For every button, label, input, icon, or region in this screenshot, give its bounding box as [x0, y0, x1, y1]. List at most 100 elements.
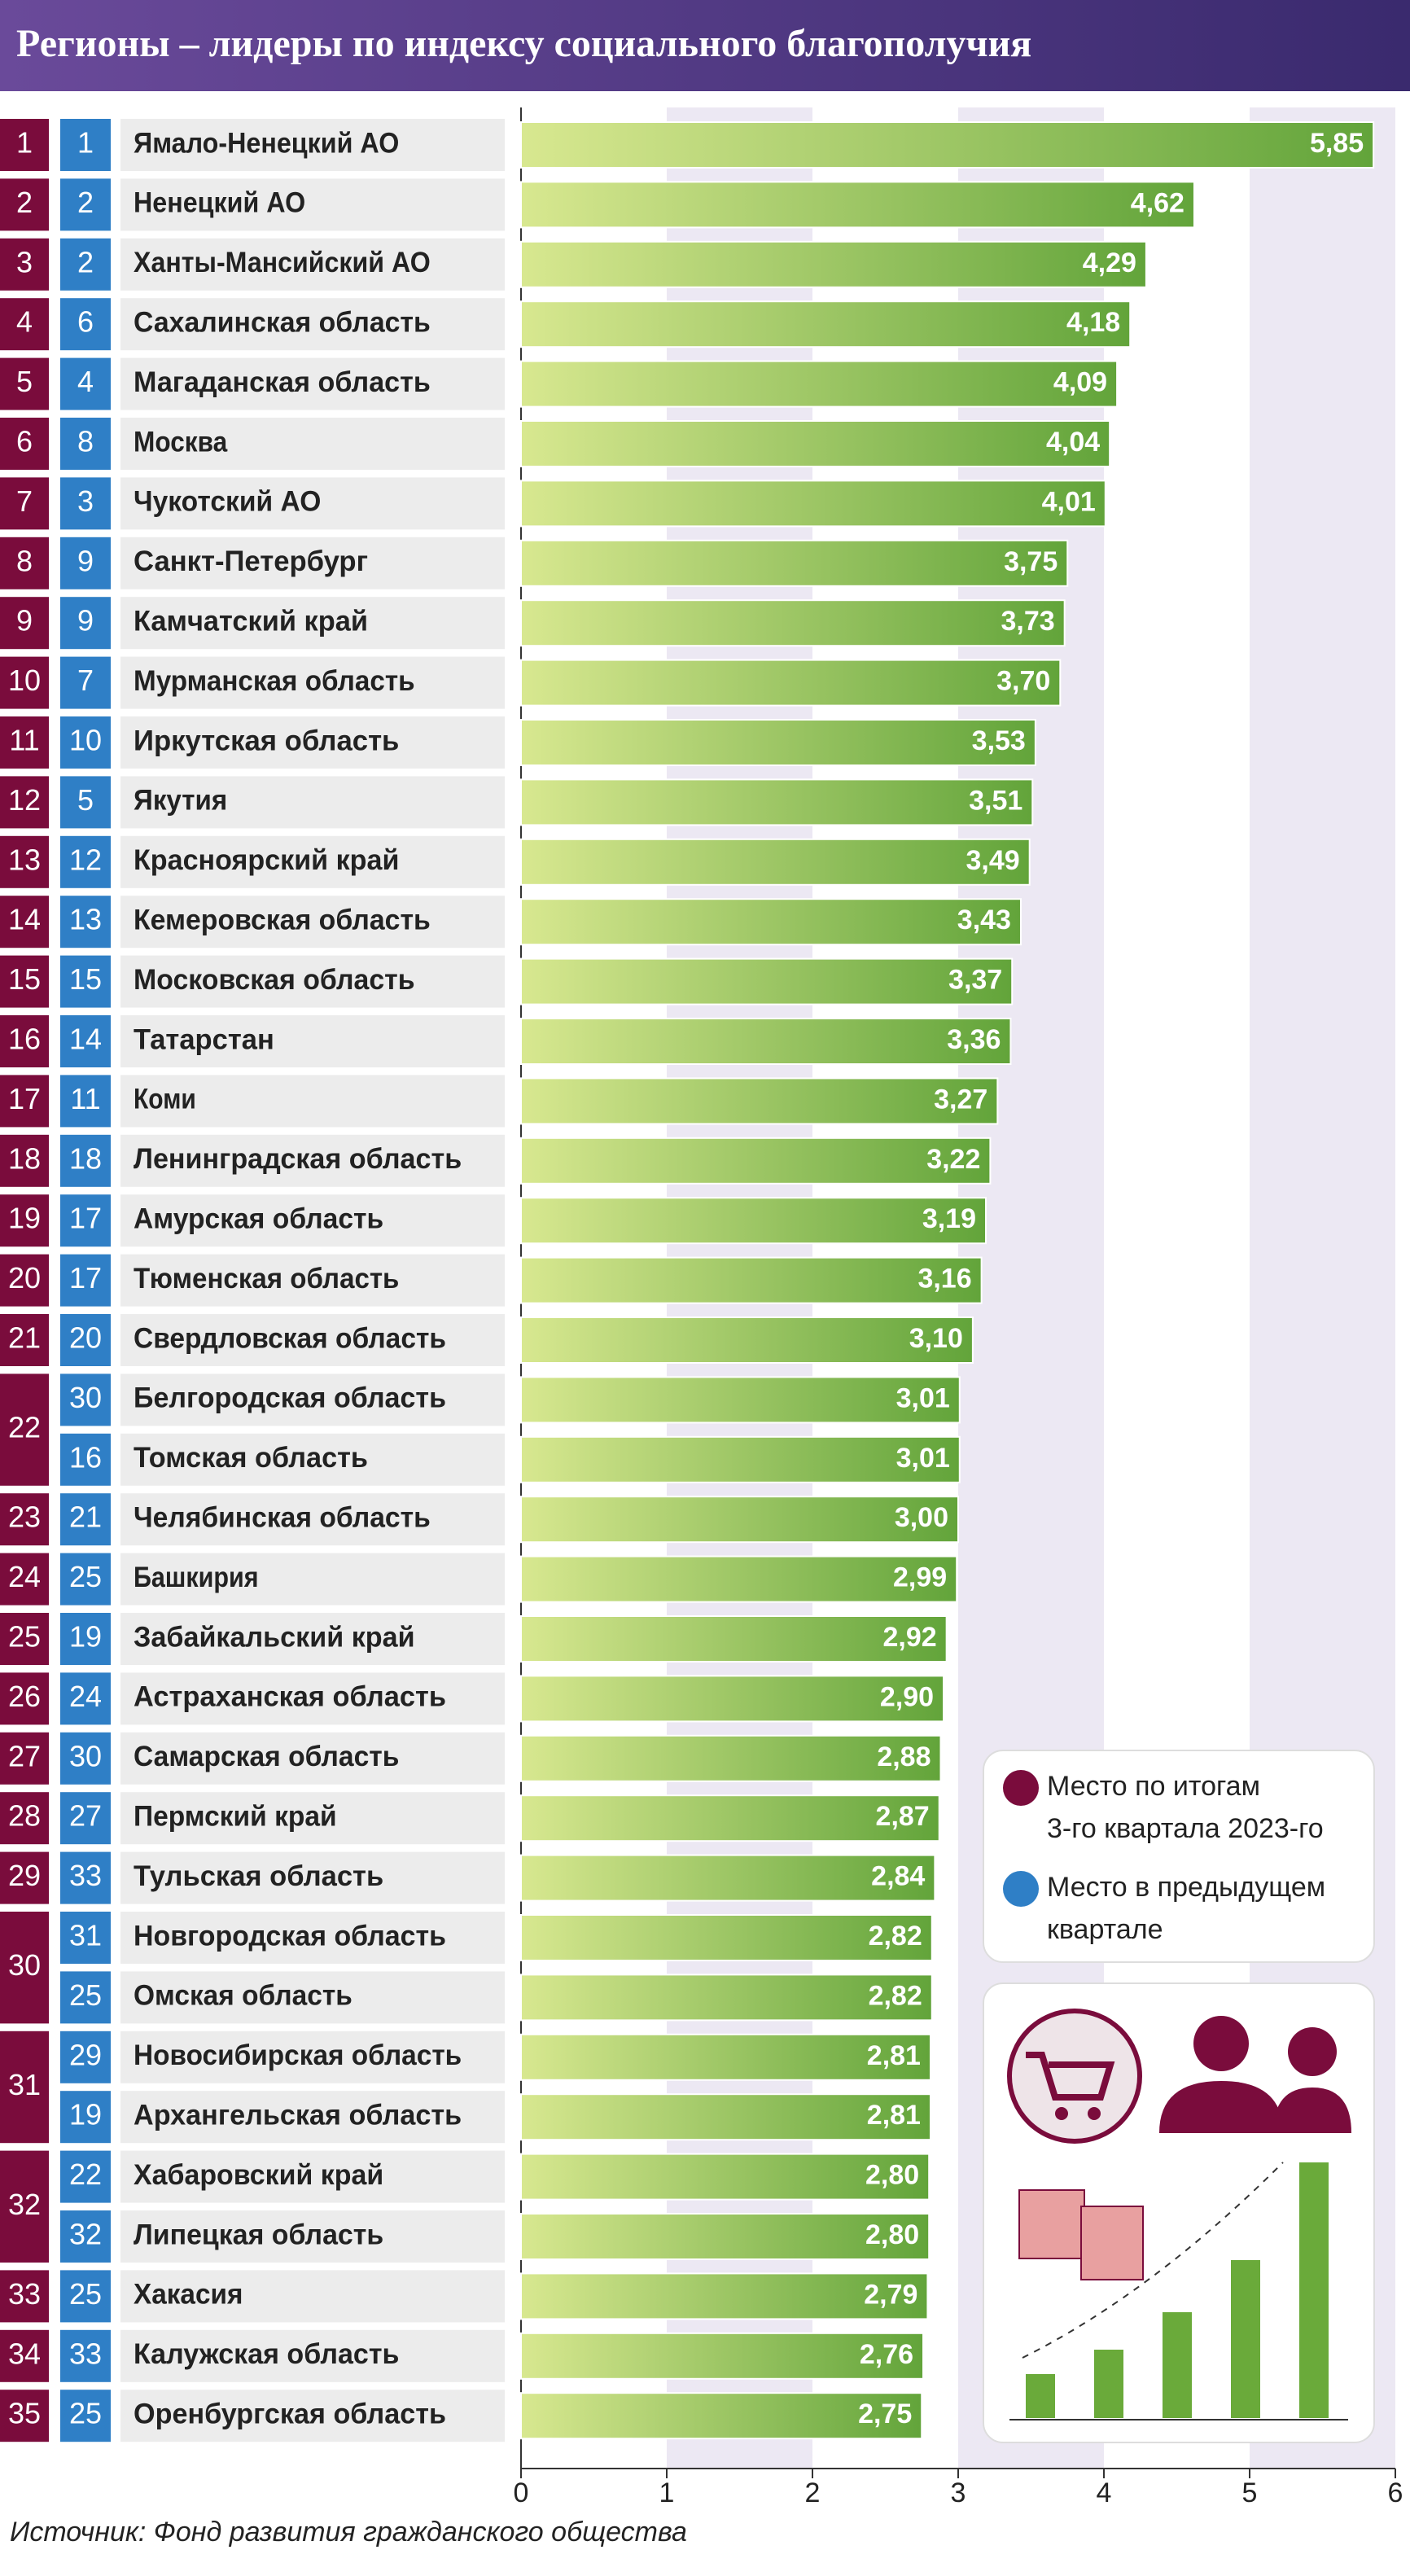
prev-rank: 25 [69, 1560, 102, 1593]
bar [520, 1974, 933, 2022]
value-label: 3,36 [947, 1024, 1001, 1055]
bar [520, 240, 1147, 288]
name-box [120, 2031, 505, 2083]
y-tick-label: Иркутская область [134, 725, 399, 756]
prev-rank-box [60, 1732, 111, 1785]
bar [520, 300, 1132, 348]
value-label: 3,00 [895, 1502, 948, 1533]
name-box [120, 716, 505, 769]
rank-box [0, 2031, 49, 2144]
rank-box [0, 298, 49, 351]
prev-rank: 14 [69, 1023, 102, 1056]
prev-rank-box [60, 597, 111, 650]
value-label: 4,18 [1066, 307, 1120, 338]
y-tick-label: Омская область [134, 1980, 352, 2012]
prev-rank-box [60, 178, 111, 231]
rank-box [0, 1314, 49, 1366]
y-tick-label: Тульская область [134, 1860, 383, 1892]
bar [520, 1376, 961, 1424]
prev-rank: 8 [77, 425, 94, 458]
bar [520, 599, 1066, 647]
rank: 11 [9, 724, 39, 757]
y-tick-label: Забайкальский край [134, 1621, 415, 1653]
rank: 34 [8, 2337, 41, 2370]
prev-rank-box [60, 1493, 111, 1546]
name-box [120, 1433, 505, 1486]
value-label: 3,01 [896, 1382, 950, 1413]
value-label: 3,37 [948, 965, 1002, 996]
prev-rank: 33 [69, 1859, 102, 1892]
prev-rank-box [60, 477, 111, 530]
bar [520, 1914, 933, 1961]
y-tick-label: Калужская область [134, 2338, 399, 2370]
bar [520, 898, 1022, 946]
value-label: 3,27 [934, 1084, 987, 1115]
legend-label: Место в предыдущем [1047, 1872, 1325, 1903]
y-tick-label: Мурманская область [134, 665, 415, 697]
rank-box [0, 835, 49, 888]
prev-rank: 25 [69, 1978, 102, 2012]
y-tick-label: Коми [134, 1084, 196, 1115]
prev-rank-box [60, 1912, 111, 1964]
prev-rank-box [60, 1553, 111, 1606]
value-label: 2,84 [871, 1861, 925, 1892]
prev-rank-box [60, 119, 111, 171]
prev-rank-box [60, 1194, 111, 1247]
bar [520, 957, 1014, 1005]
bar [520, 480, 1106, 528]
rank-box [0, 1672, 49, 1725]
value-label: 3,75 [1004, 546, 1058, 577]
prev-rank: 11 [70, 1082, 100, 1115]
rank-box [0, 1912, 49, 2024]
prev-rank-box [60, 2031, 111, 2083]
rank-box [0, 2329, 49, 2382]
rank: 2 [16, 186, 33, 219]
y-tick-label: Санкт-Петербург [134, 545, 368, 577]
prev-rank: 19 [69, 2098, 102, 2131]
value-label: 4,04 [1046, 427, 1100, 458]
prev-rank-box [60, 2390, 111, 2442]
prev-rank-box [60, 418, 111, 470]
y-tick-label: Ненецкий АО [134, 187, 305, 219]
value-label: 3,01 [896, 1443, 950, 1474]
prev-rank: 25 [69, 2277, 102, 2311]
value-label: 2,81 [867, 2100, 921, 2131]
name-box [120, 178, 505, 231]
name-box [120, 1613, 505, 1665]
prev-rank: 18 [69, 1141, 102, 1175]
legend-marker [1003, 1871, 1039, 1907]
bar [520, 2093, 931, 2141]
y-tick-label: Оренбургская область [134, 2398, 446, 2429]
rank-box [0, 656, 49, 709]
prev-rank-box [60, 537, 111, 589]
value-label: 5,85 [1310, 128, 1364, 159]
prev-rank-box [60, 2150, 111, 2203]
bar [520, 1316, 974, 1364]
prev-rank-box [60, 1433, 111, 1486]
y-tick-label: Чукотский АО [134, 486, 321, 518]
value-label: 2,92 [882, 1622, 936, 1653]
prev-rank: 27 [69, 1799, 102, 1833]
bar [520, 2033, 931, 2081]
rank: 10 [8, 664, 41, 697]
prev-rank-box [60, 1971, 111, 2024]
name-box [120, 1134, 505, 1187]
prev-rank: 3 [77, 484, 94, 518]
name-box [120, 1493, 505, 1546]
bar [520, 1615, 948, 1663]
name-box [120, 2210, 505, 2263]
rank: 29 [8, 1859, 41, 1892]
name-box [120, 2329, 505, 2382]
prev-rank: 9 [77, 604, 94, 637]
name-box [120, 955, 505, 1008]
rank-box [0, 1613, 49, 1665]
prev-rank: 20 [69, 1321, 102, 1355]
value-label: 3,49 [966, 845, 1020, 876]
rank-box [0, 357, 49, 410]
prev-rank: 15 [69, 962, 102, 996]
rank-box [0, 1194, 49, 1247]
value-label: 3,70 [996, 666, 1050, 697]
rank: 35 [8, 2397, 41, 2430]
rank: 15 [8, 962, 41, 996]
value-label: 2,75 [858, 2399, 912, 2429]
